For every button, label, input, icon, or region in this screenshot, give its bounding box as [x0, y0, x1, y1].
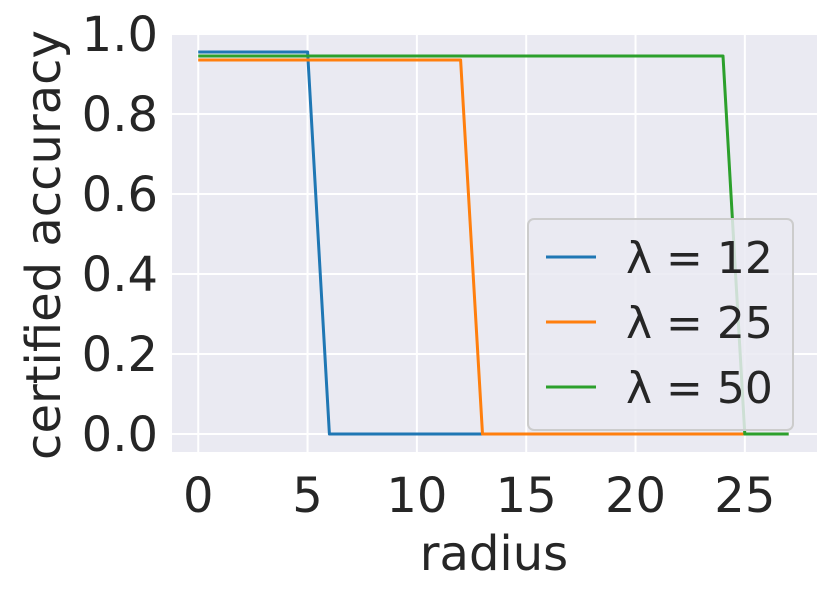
legend-box	[527, 218, 794, 431]
y-tick-label: 0.4	[82, 247, 158, 303]
x-tick-label: 15	[496, 468, 557, 524]
y-tick-label: 0.0	[82, 407, 158, 463]
x-tick-label: 25	[714, 468, 775, 524]
y-tick-label: 0.2	[82, 327, 158, 383]
y-tick-label: 0.8	[82, 87, 158, 143]
series-line-3	[198, 54, 789, 436]
legend-label-2: λ = 25	[626, 298, 773, 349]
y-axis-title: certified accuracy	[16, 30, 72, 460]
x-tick-label: 20	[605, 468, 666, 524]
x-tick-label: 0	[183, 468, 214, 524]
grid	[172, 33, 817, 452]
legend-label-1: λ = 12	[626, 233, 773, 284]
series-layer	[198, 50, 789, 436]
y-tick-labels: 0.0 0.2 0.4 0.6 0.8 1.0	[82, 7, 158, 463]
x-tick-label: 5	[292, 468, 323, 524]
y-tick-label: 0.6	[82, 167, 158, 223]
y-tick-label: 1.0	[82, 7, 158, 63]
x-axis-title: radius	[420, 526, 568, 582]
x-tick-labels: 0 5 10 15 20 25	[183, 468, 775, 524]
series-line-2	[198, 58, 789, 436]
legend: λ = 12 λ = 25 λ = 50	[527, 218, 794, 431]
legend-label-3: λ = 50	[626, 363, 773, 414]
x-tick-label: 10	[386, 468, 447, 524]
